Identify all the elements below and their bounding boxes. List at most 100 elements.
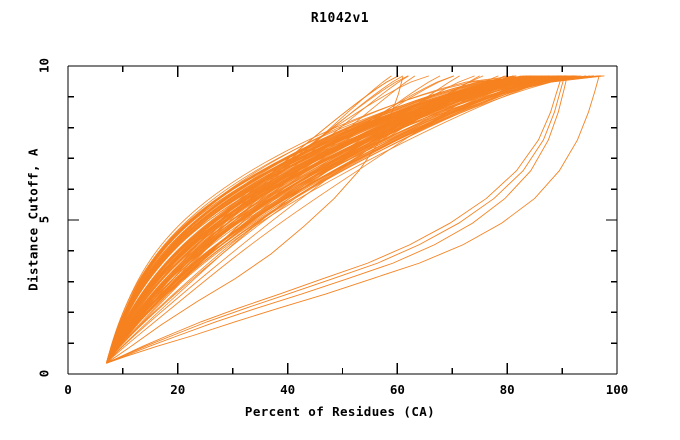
data-curve <box>106 75 565 364</box>
data-curve <box>106 75 537 364</box>
data-curve <box>106 75 546 364</box>
data-curve <box>106 75 534 364</box>
data-curve <box>106 75 564 364</box>
data-curve <box>106 75 561 364</box>
data-curve <box>106 75 554 364</box>
x-tick-label: 60 <box>389 382 405 397</box>
data-curve <box>106 75 570 364</box>
data-curve <box>106 75 566 364</box>
data-curve <box>106 75 551 364</box>
data-curve <box>106 76 600 364</box>
data-curve <box>106 75 545 364</box>
data-curve <box>106 75 549 364</box>
data-curve <box>106 76 404 364</box>
data-curve <box>106 75 536 364</box>
data-curve <box>106 75 545 364</box>
data-curve <box>106 75 559 364</box>
data-curve <box>106 76 562 364</box>
data-curve <box>106 75 537 364</box>
data-curve <box>106 75 540 364</box>
data-curve <box>106 75 536 364</box>
data-curve <box>106 75 416 364</box>
data-curve <box>106 75 531 364</box>
data-curve <box>106 75 537 364</box>
axes-frame <box>67 65 618 375</box>
data-curve <box>106 75 534 364</box>
data-curve <box>106 75 563 364</box>
data-curve <box>106 75 573 364</box>
x-tick-label: 100 <box>605 382 629 397</box>
data-curve <box>106 75 551 364</box>
data-curve <box>106 75 533 364</box>
data-curve <box>106 75 532 364</box>
data-curve <box>106 75 550 364</box>
data-curve <box>106 75 430 364</box>
x-tick-label: 40 <box>280 382 296 397</box>
data-curve <box>106 75 559 364</box>
data-curve <box>106 75 563 364</box>
data-curve <box>106 75 557 364</box>
data-curve <box>106 75 565 364</box>
data-curve <box>106 75 566 364</box>
data-curve <box>106 75 561 364</box>
data-curve <box>106 75 455 364</box>
y-tick-label: 5 <box>36 215 52 224</box>
chart-title: R1042v1 <box>310 11 370 26</box>
data-curve <box>106 75 557 364</box>
data-curve <box>106 75 550 364</box>
data-curve <box>106 75 560 364</box>
x-axis-label: Percent of Residues (CA) <box>244 404 436 419</box>
data-curve <box>106 75 587 364</box>
data-curve <box>106 75 604 364</box>
data-curve <box>106 75 561 364</box>
x-tick-label: 0 <box>64 382 72 397</box>
data-curve <box>106 75 565 364</box>
x-tick-label: 80 <box>499 382 515 397</box>
data-curve <box>106 75 409 364</box>
data-curve <box>106 75 558 364</box>
data-curve <box>106 75 554 364</box>
data-curve <box>106 75 563 364</box>
data-curve <box>106 75 559 364</box>
data-curve <box>106 75 505 364</box>
y-tick-label: 10 <box>36 57 52 74</box>
data-curve <box>106 75 570 364</box>
data-curve <box>106 75 539 364</box>
data-curve <box>106 75 565 364</box>
y-tick-label: 0 <box>36 369 52 378</box>
data-curve <box>106 76 565 364</box>
data-curve <box>106 75 558 364</box>
data-curve <box>106 75 602 364</box>
data-curve <box>106 75 586 364</box>
data-curve <box>106 75 565 364</box>
data-curve <box>106 75 507 364</box>
data-curve <box>106 75 574 364</box>
data-curve <box>106 75 536 364</box>
data-curve <box>106 75 542 364</box>
data-curve <box>106 75 573 364</box>
data-curve <box>106 75 561 364</box>
data-curve <box>106 75 475 364</box>
data-curve <box>106 76 568 364</box>
data-curve <box>106 75 570 364</box>
data-curve <box>106 75 591 364</box>
data-curve <box>106 75 560 364</box>
data-curve <box>106 75 548 364</box>
data-curve <box>106 75 538 364</box>
data-curves <box>106 75 605 364</box>
data-curve <box>106 75 559 364</box>
data-curve <box>106 75 547 364</box>
data-curve <box>106 75 541 364</box>
data-curve <box>106 75 550 364</box>
data-curve <box>106 75 562 364</box>
data-curve <box>106 75 549 364</box>
data-curve <box>106 75 546 364</box>
data-curve <box>106 75 602 364</box>
data-curve <box>106 75 605 364</box>
data-curve <box>106 75 563 364</box>
data-curve <box>106 75 600 364</box>
data-curve <box>106 75 545 364</box>
data-curve <box>106 75 555 364</box>
